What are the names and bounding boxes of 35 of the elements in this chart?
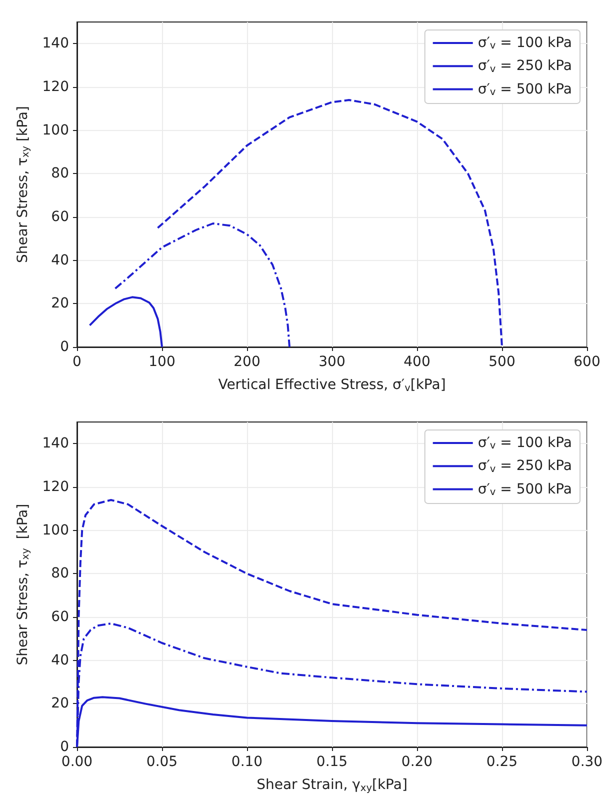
line-series [88,296,163,348]
y-tick-label: 140 [42,36,69,52]
y-tick-label: 60 [51,209,69,225]
x-tick-label: 0.30 [571,754,603,770]
x-tick-label: 0.25 [486,754,518,770]
y-tick-label: 140 [42,436,69,452]
x-tick-label: 0.05 [146,754,178,770]
y-tick-label: 100 [42,122,69,138]
line-series [114,222,290,348]
y-tick-label: 80 [51,166,69,182]
x-tick-label: 600 [574,354,600,370]
y-tick-label: 0 [60,339,69,355]
y-tick-label: 120 [42,479,69,495]
y-tick-label: 80 [51,566,69,582]
line-series [156,99,503,348]
x-tick-label: 500 [488,354,516,370]
x-tick-label: 0.20 [401,754,433,770]
y-tick-label: 20 [51,296,69,312]
y-tick-label: 100 [42,522,69,538]
y-axis-title: Shear Stress, τxy [kPa] [14,106,32,263]
x-tick-label: 200 [234,354,260,370]
x-tick-label: 300 [318,354,346,370]
x-tick-label: 0.15 [316,754,348,770]
y-tick-label: 0 [60,739,69,755]
y-tick-label: 20 [51,696,69,712]
y-axis-title: Shear Stress, τxy [kPa] [14,504,32,666]
y-tick-label: 60 [51,609,69,625]
x-tick-label: 400 [404,354,430,370]
y-tick-label: 40 [51,652,69,668]
x-tick-label: 100 [148,354,176,370]
y-tick-label: 120 [42,79,69,95]
x-tick-label: 0 [72,354,82,370]
x-tick-label: 0.10 [231,754,263,770]
y-tick-label: 40 [51,252,69,268]
x-tick-label: 0.00 [61,754,93,770]
